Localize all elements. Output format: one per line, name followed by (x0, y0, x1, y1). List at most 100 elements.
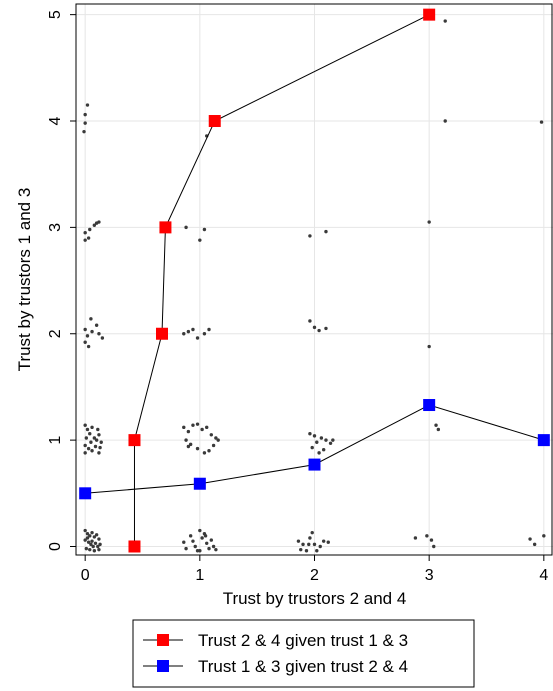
series-0-marker-1 (128, 434, 141, 447)
scatter-point-106 (97, 332, 101, 336)
scatter-point-128 (184, 225, 188, 230)
scatter-point-51 (432, 544, 436, 549)
series-0-marker-5 (423, 8, 436, 21)
scatter-point-64 (86, 446, 91, 451)
scatter-point-46 (326, 540, 330, 544)
scatter-point-84 (195, 446, 200, 451)
scatter-point-129 (198, 238, 202, 242)
scatter-point-67 (97, 451, 101, 455)
y-tick-label-5: 5 (47, 10, 64, 19)
scatter-point-57 (88, 432, 92, 436)
legend-box (132, 619, 475, 688)
scatter-point-90 (312, 434, 317, 438)
scatter-point-70 (96, 427, 100, 432)
scatter-point-40 (308, 536, 312, 540)
scatter-point-53 (532, 542, 537, 547)
scatter-point-136 (83, 121, 87, 125)
scatter-point-111 (186, 329, 191, 334)
scatter-point-54 (542, 534, 546, 538)
scatter-point-30 (209, 538, 214, 542)
x-axis-ticks: 0 1 2 3 4 (81, 555, 548, 584)
scatter-point-42 (312, 542, 317, 547)
series-1-marker-3 (423, 399, 436, 412)
scatter-point-124 (92, 223, 97, 227)
series-1-marker-4 (537, 434, 550, 447)
scatter-point-93 (324, 438, 328, 442)
scatter-point-76 (195, 422, 200, 426)
scatter-point-12 (96, 544, 100, 549)
scatter-point-41 (310, 530, 314, 535)
scatter-point-108 (86, 344, 91, 349)
scatter-point-44 (318, 544, 322, 549)
scatter-point-104 (90, 329, 94, 334)
scatter-point-32 (214, 547, 218, 552)
x-tick-label-2: 2 (310, 567, 319, 584)
scatter-point-98 (331, 438, 335, 442)
scatter-point-131 (308, 234, 312, 238)
y-tick-label-1: 1 (47, 436, 64, 445)
scatter-point-137 (82, 129, 86, 134)
legend-red-marker (157, 634, 169, 646)
scatter-point-126 (97, 220, 101, 224)
x-tick-label-1: 1 (195, 567, 204, 584)
scatter-point-49 (425, 534, 429, 538)
series-1-marker-2 (308, 458, 321, 471)
scatter-point-87 (186, 444, 191, 449)
scatter-point-37 (299, 547, 303, 552)
legend-blue-label: Trust 1 & 3 given trust 2 & 4 (198, 657, 408, 676)
scatter-point-115 (195, 336, 200, 340)
scatter-point-63 (83, 443, 87, 448)
scatter-point-50 (429, 538, 434, 542)
scatter-point-112 (191, 327, 195, 332)
scatter-point-88 (216, 438, 220, 442)
scatter-point-56 (85, 427, 90, 432)
scatter-point-78 (205, 425, 209, 430)
scatter-point-103 (89, 317, 93, 321)
series-0-marker-0 (128, 540, 141, 553)
scatter-point-99 (434, 423, 438, 427)
scatter-point-59 (92, 436, 97, 440)
y-axis-title: Trust by trustors 1 and 3 (15, 188, 34, 372)
scatter-point-100 (436, 427, 441, 432)
scatter-point-135 (85, 103, 90, 107)
series-0-marker-3 (159, 221, 172, 234)
scatter-point-39 (304, 549, 309, 553)
scatter-point-18 (85, 536, 90, 540)
y-axis-ticks: 0 1 2 3 4 5 (47, 10, 76, 551)
scatter-point-16 (92, 549, 97, 553)
series-1-marker-1 (193, 477, 206, 490)
scatter-point-110 (182, 332, 186, 336)
scatter-point-77 (200, 427, 204, 432)
scatter-point-19 (90, 539, 94, 543)
legend-item-red: Trust 2 & 4 given trust 1 & 3 (143, 631, 408, 650)
scatter-point-38 (301, 542, 305, 547)
scatter-point-118 (317, 328, 321, 333)
scatter-point-121 (83, 230, 87, 235)
scatter-point-55 (83, 423, 87, 427)
scatter-point-43 (315, 549, 319, 553)
gridlines (76, 4, 553, 555)
series-1-marker-0 (79, 487, 92, 500)
legend-item-blue: Trust 1 & 3 given trust 2 & 4 (143, 657, 408, 676)
scatter-point-17 (97, 547, 101, 552)
scatter-point-102 (85, 334, 90, 338)
scatter-point-65 (90, 449, 94, 453)
scatter-point-25 (198, 528, 202, 533)
legend-blue-marker (157, 660, 169, 672)
scatter-point-14 (84, 546, 89, 551)
scatter-point-26 (200, 536, 204, 540)
x-tick-label-3: 3 (425, 567, 434, 584)
scatter-point-68 (84, 436, 89, 440)
scatter-point-94 (328, 441, 333, 446)
scatter-point-60 (94, 438, 99, 442)
scatter-point-61 (97, 433, 101, 437)
scatter-point-101 (83, 327, 87, 332)
scatter-point-113 (202, 332, 207, 336)
scatter-point-5 (94, 533, 99, 537)
scatter-point-22 (188, 534, 193, 538)
scatter-point-72 (83, 451, 87, 455)
legend-red-label: Trust 2 & 4 given trust 1 & 3 (198, 631, 408, 650)
scatter-point-97 (321, 447, 326, 452)
scatter-point-35 (203, 534, 208, 538)
